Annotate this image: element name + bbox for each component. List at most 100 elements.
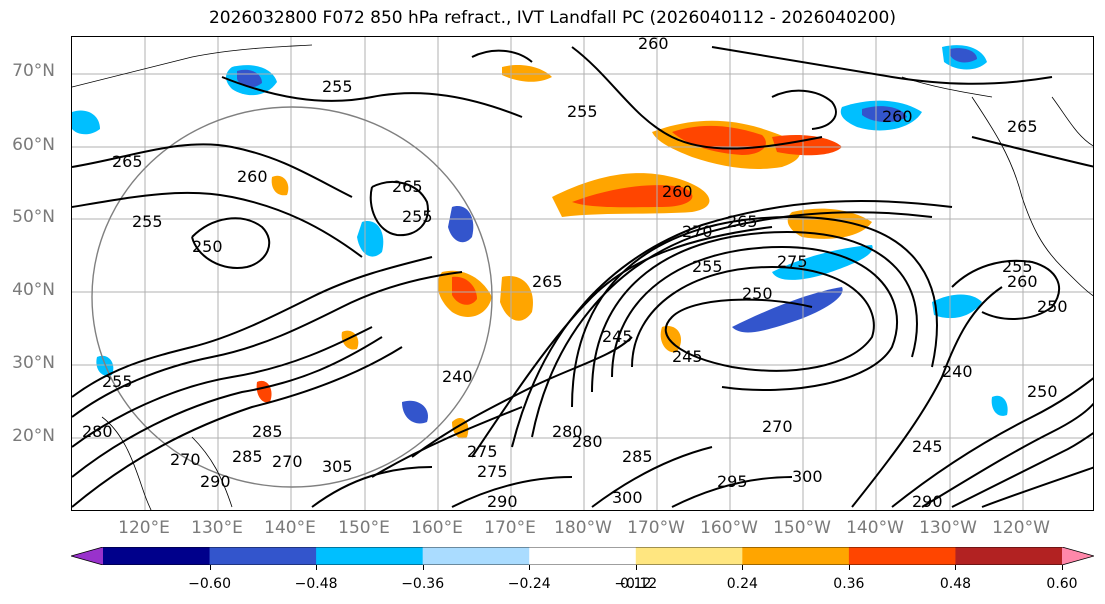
lon-label: 170°E: [484, 518, 536, 538]
contour-label: 280: [82, 422, 113, 441]
colorbar-tick-mark: [529, 565, 531, 570]
colorbar-tick-label: 0.36: [833, 576, 865, 592]
contour-label: 290: [912, 492, 943, 511]
lat-label: 70°N: [12, 61, 55, 81]
colorbar-tick-label: −0.24: [507, 576, 551, 592]
colorbar-segment: [955, 547, 1063, 565]
contour-label: 255: [102, 372, 133, 391]
colorbar-segment: [316, 547, 424, 565]
lon-label: 150°W: [773, 518, 831, 538]
colorbar-segment: [422, 547, 530, 565]
contour-label: 300: [792, 467, 823, 486]
colorbar-tick-label: 0.48: [939, 576, 972, 592]
lon-label: 130°E: [191, 518, 243, 538]
colorbar-segment: [209, 547, 317, 565]
colorbar-segment: [635, 547, 743, 565]
colorbar-tick-label: 0.12: [620, 576, 652, 592]
contour-label: 265: [1007, 117, 1038, 136]
map-canvas: 260 255 265 260 265 255 260 265 255 250 …: [72, 37, 1093, 511]
colorbar-tick-label: −0.36: [401, 576, 445, 592]
contour-label: 250: [192, 237, 223, 256]
colorbar-tick-label: −0.48: [294, 576, 338, 592]
contour-label: 275: [777, 252, 808, 271]
colorbar-tick-mark: [848, 565, 850, 570]
lat-label: 20°N: [12, 426, 55, 446]
contour-label: 265: [392, 177, 423, 196]
colorbar-tick-mark: [209, 565, 211, 570]
contour-label: 270: [170, 450, 201, 469]
contour-label: 265: [727, 212, 758, 231]
contour-label: 245: [672, 347, 703, 366]
lat-label: 60°N: [12, 135, 55, 155]
colorbar-extend-low: [71, 547, 103, 565]
coastlines: [72, 44, 1093, 510]
contour-label: 250: [742, 284, 773, 303]
colorbar-segment: [103, 547, 211, 565]
colorbar-segment: [529, 547, 637, 565]
contour-label: 275: [477, 462, 508, 481]
contour-label: 245: [602, 327, 633, 346]
contour-label: 280: [552, 422, 583, 441]
lon-label: 150°E: [338, 518, 390, 538]
contour-label: 260: [638, 37, 669, 53]
colorbar-extend-high: [1062, 547, 1094, 565]
contour-label: 280: [572, 432, 603, 451]
lat-label: 40°N: [12, 280, 55, 300]
contour-label: 265: [112, 152, 143, 171]
contour-label: 255: [1002, 257, 1033, 276]
colorbar-tick-label: 0.60: [1046, 576, 1078, 592]
colorbar-tick-label: −0.12: [614, 576, 658, 592]
lat-label: 30°N: [12, 353, 55, 373]
colorbar-tick-label: −0.60: [188, 576, 231, 592]
contour-label: 290: [487, 492, 518, 511]
contour-label: 255: [322, 77, 353, 96]
lon-label: 170°W: [627, 518, 685, 538]
contour-label: 255: [132, 212, 163, 231]
colorbar-tick-mark: [742, 565, 744, 570]
ivt-outline-ellipse: [91, 106, 493, 488]
contour-label: 285: [232, 447, 263, 466]
lon-label: 120°W: [992, 518, 1050, 538]
contour-label: 260: [1007, 272, 1038, 291]
contour-label: 250: [1037, 297, 1068, 316]
contour-label: 305: [322, 457, 353, 476]
negative-shading: [72, 45, 1008, 424]
contour-label: 265: [532, 272, 563, 291]
contour-label: 270: [682, 222, 713, 241]
refractivity-contours: [72, 46, 1093, 508]
colorbar-tick-mark: [955, 565, 957, 570]
lon-label: 160°W: [700, 518, 758, 538]
contour-label: 245: [912, 437, 943, 456]
colorbar-segment: [848, 547, 956, 565]
colorbar-segment: [742, 547, 850, 565]
colorbar-tick-mark: [422, 565, 424, 570]
lon-label: 130°W: [919, 518, 977, 538]
contour-label: 250: [1027, 382, 1058, 401]
lon-label: 140°E: [264, 518, 316, 538]
contour-label: 260: [237, 167, 268, 186]
contour-label: 240: [942, 362, 973, 381]
contour-label: 240: [442, 367, 473, 386]
contour-label: 285: [252, 422, 283, 441]
contour-label: 255: [692, 257, 723, 276]
contour-label: 255: [402, 207, 433, 226]
colorbar: [71, 547, 1094, 565]
contour-label: 300: [612, 488, 643, 507]
contour-label: 270: [272, 452, 303, 471]
map-title: 2026032800 F072 850 hPa refract., IVT La…: [208, 8, 896, 28]
contour-labels: 260 255 265 260 265 255 260 265 255 250 …: [82, 37, 1068, 511]
colorbar-tick-label: 0.24: [726, 576, 758, 592]
colorbar-tick-mark: [635, 565, 637, 570]
contour-label: 255: [567, 102, 598, 121]
lon-label: 120°E: [118, 518, 170, 538]
contour-label: 270: [762, 417, 793, 436]
contour-label: 260: [882, 107, 913, 126]
contour-label: 290: [200, 472, 231, 491]
lon-label: 160°E: [411, 518, 463, 538]
contour-label: 260: [662, 182, 693, 201]
colorbar-tick-mark: [316, 565, 318, 570]
lon-label: 180°W: [554, 518, 612, 538]
contour-label: 275: [467, 442, 498, 461]
contour-label: 285: [622, 447, 653, 466]
colorbar-tick-mark: [1062, 565, 1063, 570]
